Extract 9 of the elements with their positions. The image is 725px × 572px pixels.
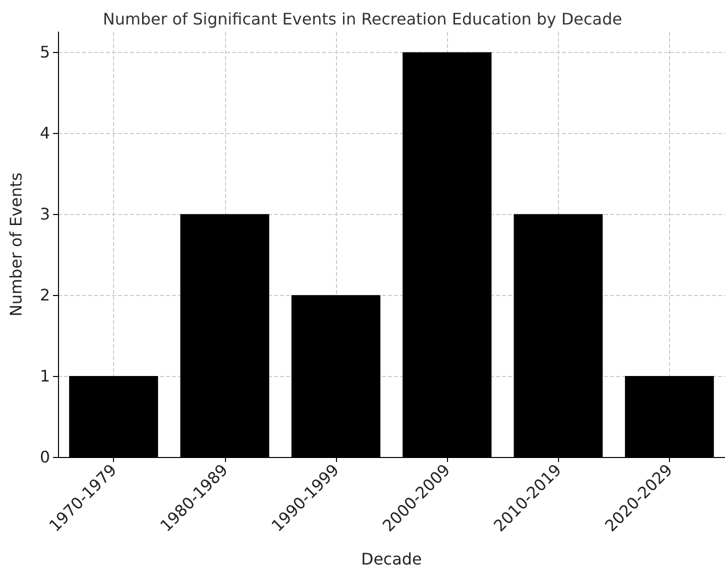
- y-tick-label: 5: [40, 42, 50, 62]
- y-tick-label: 3: [40, 204, 50, 224]
- y-tick-label: 4: [40, 124, 50, 143]
- chart-title: Number of Significant Events in Recreation Education by Decade: [102, 10, 622, 28]
- y-tick-label: 0: [40, 448, 50, 466]
- y-axis-title: Number of Events: [6, 172, 26, 317]
- x-axis-title: Decade: [361, 550, 422, 568]
- y-tick-label: 1: [40, 366, 50, 386]
- y-tick-label: 2: [40, 286, 50, 305]
